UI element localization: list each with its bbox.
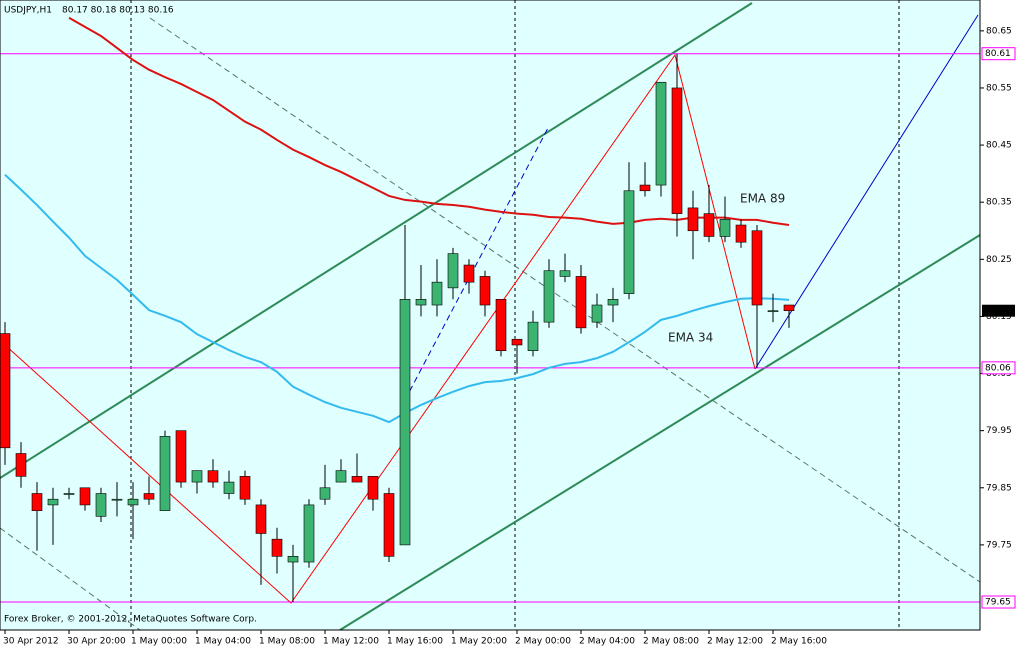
candle-body [399,298,411,546]
candle-body [735,224,747,243]
x-tick-label: 1 May 16:00 [387,637,443,647]
plot-border [0,0,981,631]
candle-body [751,230,763,306]
y-tick-label: 80.25 [986,255,1012,265]
candle-body [367,476,379,500]
ema-label: EMA 34 [668,331,713,345]
y-tick-label: 80.15 [986,312,1012,322]
candle-body [255,504,267,534]
candle-body [447,253,459,289]
y-tick-label: 79.85 [986,483,1012,493]
candle-body [63,493,75,495]
candle-body [95,493,107,517]
symbol-title: USDJPY,H1 [4,6,52,16]
candle-body [31,493,43,511]
y-tick-label: 80.55 [986,83,1012,93]
level-box [981,47,1016,61]
candle-body [47,498,59,506]
candle-body [719,219,731,237]
candle-body [239,476,251,500]
credit: Forex Broker, © 2001-2012, MetaQuotes So… [4,615,257,625]
x-tick-label: 30 Apr 20:00 [67,637,126,647]
ema-line [68,16,790,227]
x-tick-label: 1 May 04:00 [195,637,251,647]
ohlc-readout: 80.17 80.18 80.13 80.16 [62,6,174,16]
channel-line [339,234,981,631]
candle-body [623,190,635,294]
candle-body [0,333,11,449]
dashed-trendline [149,17,981,583]
candle-body [511,338,523,346]
candle-body [463,264,475,283]
candle-body [207,470,219,483]
x-tick-label: 1 May 08:00 [259,637,315,647]
level-label: 79.65 [985,598,1011,608]
drawing-objects [0,0,981,631]
x-tick-label: 2 May 12:00 [707,637,763,647]
candle-body [639,184,651,192]
y-tick-label: 79.95 [986,426,1012,436]
candle-body [703,213,715,237]
candle-body [79,487,91,506]
candle-body [15,453,27,477]
level-box [981,361,1016,375]
y-tick-label: 80.45 [986,141,1012,151]
candle-body [127,498,139,506]
candle-body [559,270,571,277]
candle-body [671,87,683,214]
candle-body [767,310,779,313]
candle-body [431,281,443,306]
candle-body [111,498,123,501]
candle-body [575,276,587,329]
last-price-box [982,304,1015,317]
candle-body [143,493,155,500]
candle-body [527,321,539,351]
plot-area [0,0,980,630]
x-tick-label: 1 May 12:00 [323,637,379,647]
y-tick-label: 80.65 [986,26,1012,36]
y-tick-label: 80.35 [986,198,1012,208]
candle-body [191,470,203,483]
candle-body [655,81,667,186]
candle-body [383,493,395,557]
candle-body [271,538,283,557]
x-tick-label: 1 May 20:00 [451,637,507,647]
x-tick-label: 30 Apr 2012 [3,637,59,647]
ema-label: EMA 89 [740,192,785,206]
channel-line [0,2,753,479]
x-tick-label: 2 May 04:00 [579,637,635,647]
candle-body [783,304,795,312]
last-price-label: 80.16 [985,306,1011,316]
marks [0,16,980,603]
level-box [981,595,1016,609]
level-label: 80.61 [985,49,1011,59]
dashed-trendline [0,527,141,631]
x-tick-label: 1 May 00:00 [131,637,187,647]
zigzag [4,53,756,604]
candle-body [543,270,555,323]
candle-body [287,556,299,563]
candle-body [495,298,507,351]
x-tick-label: 2 May 16:00 [771,637,827,647]
candle-body [591,304,603,323]
candle-body [351,476,363,483]
level-label: 80.06 [985,363,1011,373]
candle-body [303,504,315,563]
candle-body [415,298,427,306]
candle-body [319,487,331,500]
trendline [404,127,549,401]
x-tick-label: 2 May 08:00 [643,637,699,647]
candle-body [687,207,699,232]
y-tick-label: 79.75 [986,540,1012,550]
candle-body [223,481,235,494]
candle-body [335,470,347,483]
ema-line [4,174,790,424]
x-tick-label: 2 May 00:00 [515,637,571,647]
candle-body [607,298,619,306]
candle-body [175,430,187,483]
candle-body [159,436,171,511]
candle-body [479,276,491,306]
